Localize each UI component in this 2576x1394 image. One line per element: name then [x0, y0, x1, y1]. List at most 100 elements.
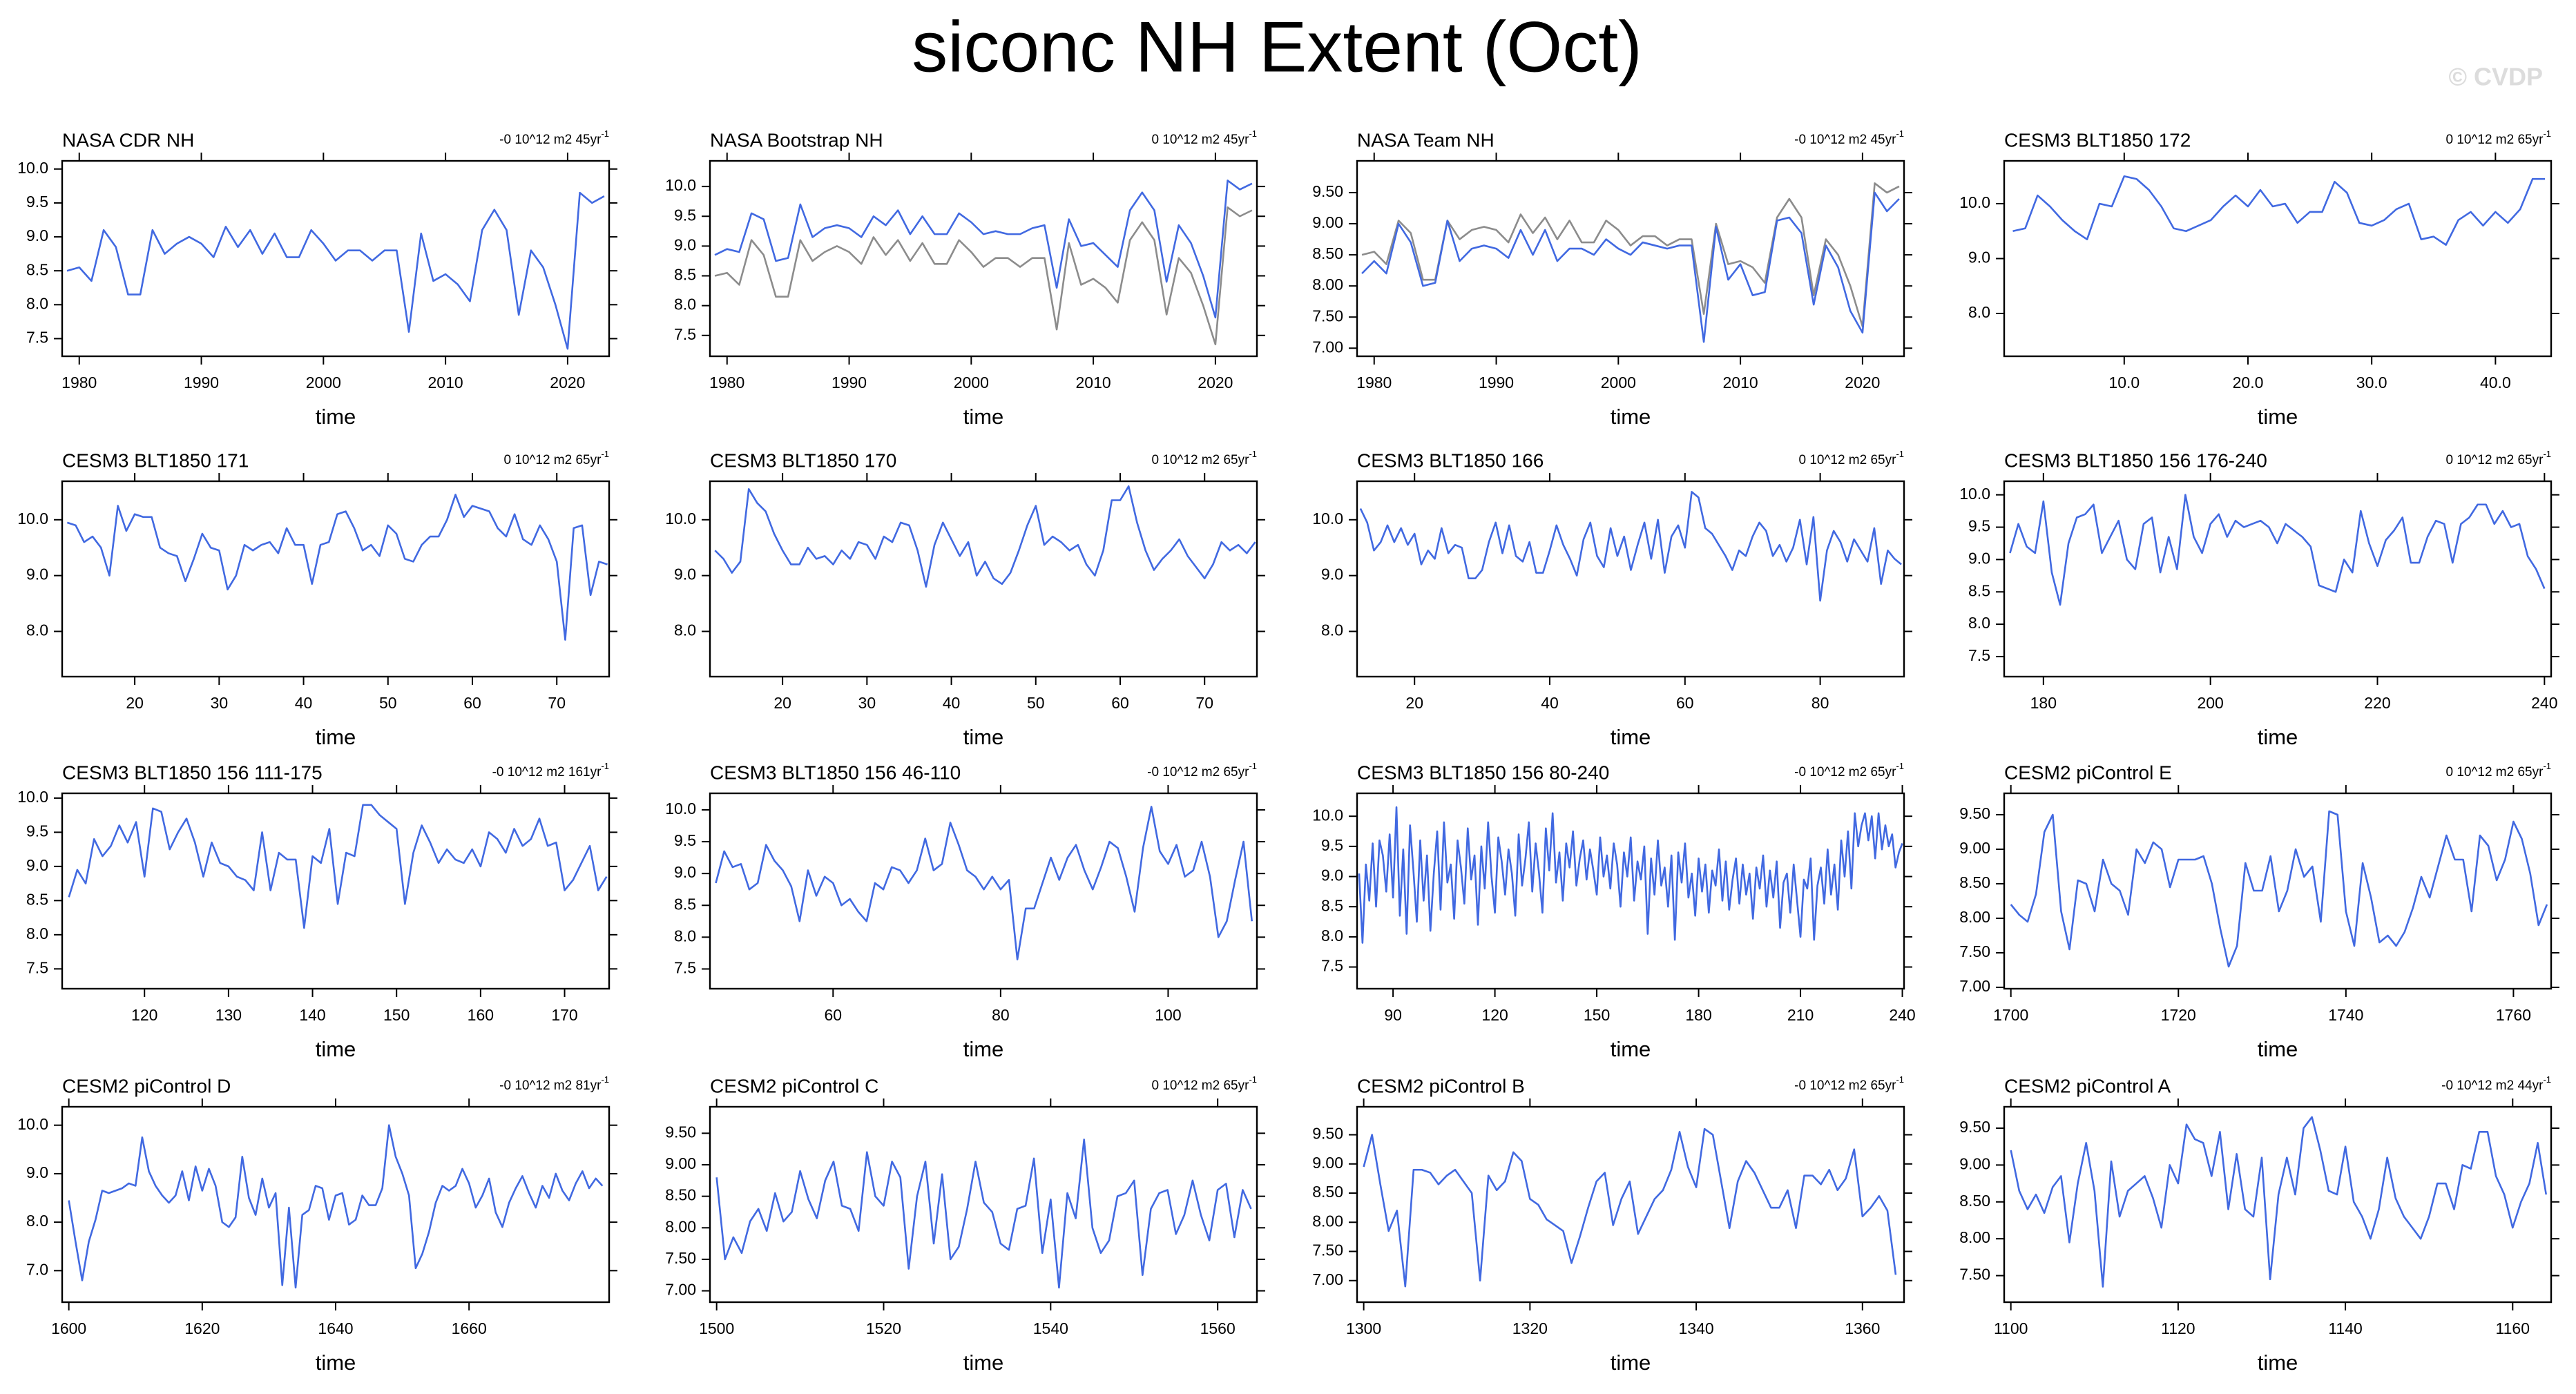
y-tick-label: 10.0	[17, 510, 48, 527]
x-tick-label: 150	[383, 1006, 410, 1024]
x-tick-label: 170	[551, 1006, 577, 1024]
x-tick-label: 60	[1111, 694, 1129, 712]
series-line	[1363, 1127, 1897, 1288]
panel-annotation: -0 10^12 m2 45yr-1	[1794, 128, 1904, 147]
x-tick-label: 2000	[306, 374, 341, 391]
y-tick-label: 7.50	[665, 1249, 696, 1267]
x-tick-label: 1160	[2496, 1319, 2530, 1337]
y-tick-label: 9.0	[1968, 249, 1990, 267]
y-tick-label: 7.00	[1312, 1270, 1343, 1288]
panel-annotation: 0 10^12 m2 65yr-1	[2445, 449, 2551, 467]
annotation-superscript: -1	[601, 449, 609, 459]
panel-title: CESM3 BLT1850 171	[62, 449, 249, 471]
y-tick-label: 10.0	[1312, 510, 1343, 527]
y-tick-label: 9.0	[1321, 867, 1343, 884]
plot-frame	[61, 159, 611, 358]
plot-frame	[709, 792, 1258, 990]
y-tick-label: 9.50	[1959, 1118, 1990, 1136]
y-tick-label: 7.00	[1959, 977, 1990, 995]
x-tick-label: 1540	[1033, 1319, 1068, 1337]
series-line	[2012, 175, 2546, 246]
x-tick-label: 1640	[318, 1319, 353, 1337]
x-tick-label: 2020	[1198, 374, 1233, 391]
panel-title: CESM2 piControl E	[2004, 762, 2172, 783]
y-tick-label: 7.0	[26, 1260, 48, 1278]
plot-frame	[1356, 159, 1905, 358]
y-tick-label: 10.0	[17, 1115, 48, 1133]
annotation-superscript: -1	[1249, 1074, 1257, 1085]
annotation-superscript: -1	[1896, 761, 1904, 771]
panel-annotation: -0 10^12 m2 65yr-1	[1147, 761, 1257, 780]
annotation-superscript: -1	[2543, 128, 2551, 139]
y-tick-label: 8.00	[1959, 908, 1990, 926]
watermark: © CVDP	[2448, 63, 2543, 91]
annotation-text: 0 10^12 m2 65yr	[2445, 765, 2544, 780]
y-tick-label: 7.00	[1312, 338, 1343, 356]
y-tick-label: 10.0	[1312, 806, 1343, 824]
plot-frame	[1356, 480, 1905, 678]
series-line	[715, 806, 1253, 960]
y-tick-label: 8.0	[1968, 614, 1990, 632]
x-axis-label: time	[963, 1037, 1004, 1061]
y-tick-label: 9.5	[26, 822, 48, 840]
series-line	[1361, 191, 1900, 343]
x-tick-label: 60	[824, 1006, 842, 1024]
x-tick-label: 2000	[954, 374, 989, 391]
y-tick-label: 8.00	[665, 1217, 696, 1235]
y-tick-label: 8.0	[674, 927, 696, 945]
y-tick-label: 10.0	[17, 788, 48, 806]
y-tick-label: 8.50	[1959, 873, 1990, 891]
y-tick-label: 8.0	[1321, 621, 1343, 639]
x-tick-label: 30	[211, 694, 229, 712]
x-tick-label: 200	[2197, 694, 2223, 712]
panel-annotation: 0 10^12 m2 45yr-1	[1151, 128, 1257, 147]
figure-title: siconc NH Extent (Oct)	[912, 7, 1642, 87]
x-tick-label: 70	[1195, 694, 1213, 712]
y-tick-label: 8.0	[1321, 927, 1343, 945]
y-tick-label: 8.50	[1959, 1192, 1990, 1210]
x-tick-label: 20	[126, 694, 144, 712]
annotation-superscript: -1	[601, 1074, 609, 1085]
panel-title: NASA Team NH	[1357, 129, 1494, 151]
annotation-superscript: -1	[1896, 128, 1904, 139]
plot-frame	[2003, 159, 2553, 358]
y-tick-label: 10.0	[665, 510, 696, 527]
panel-title: CESM3 BLT1850 156 46-110	[710, 762, 961, 783]
x-tick-label: 1520	[866, 1319, 901, 1337]
y-tick-label: 9.5	[1968, 517, 1990, 535]
y-tick-label: 7.5	[26, 329, 48, 347]
y-tick-label: 8.5	[674, 895, 696, 913]
y-tick-label: 8.50	[1312, 244, 1343, 262]
x-tick-label: 40.0	[2480, 374, 2511, 391]
x-tick-label: 1990	[1479, 374, 1514, 391]
x-tick-label: 1140	[2328, 1319, 2362, 1337]
x-axis-label: time	[316, 405, 356, 429]
annotation-superscript: -1	[1249, 449, 1257, 459]
x-axis-label: time	[1611, 1037, 1651, 1061]
panel-annotation: 0 10^12 m2 65yr-1	[1798, 449, 1904, 467]
annotation-text: -0 10^12 m2 45yr	[1794, 133, 1896, 147]
plot-frame	[2003, 1105, 2553, 1304]
panel-title: CESM3 BLT1850 166	[1357, 449, 1544, 471]
annotation-superscript: -1	[2543, 1074, 2551, 1085]
x-tick-label: 1980	[709, 374, 744, 391]
x-tick-label: 90	[1384, 1006, 1402, 1024]
y-tick-label: 9.00	[1312, 1154, 1343, 1172]
x-tick-label: 1100	[1994, 1319, 2028, 1337]
y-tick-label: 8.5	[26, 260, 48, 278]
panel-title: CESM2 piControl D	[62, 1075, 231, 1096]
annotation-superscript: -1	[1896, 1074, 1904, 1085]
y-tick-label: 8.00	[1959, 1228, 1990, 1246]
x-tick-label: 1120	[2161, 1319, 2195, 1337]
x-tick-label: 1360	[1845, 1319, 1880, 1337]
y-tick-label: 8.5	[1321, 896, 1343, 914]
y-tick-label: 7.5	[1968, 646, 1990, 664]
panel-annotation: -0 10^12 m2 45yr-1	[499, 128, 609, 147]
x-tick-label: 130	[215, 1006, 242, 1024]
x-tick-label: 160	[468, 1006, 494, 1024]
series-line	[66, 494, 608, 641]
y-tick-label: 9.5	[674, 206, 696, 224]
x-tick-label: 1990	[184, 374, 219, 391]
y-tick-label: 9.0	[674, 235, 696, 253]
x-axis-label: time	[1611, 1351, 1651, 1375]
